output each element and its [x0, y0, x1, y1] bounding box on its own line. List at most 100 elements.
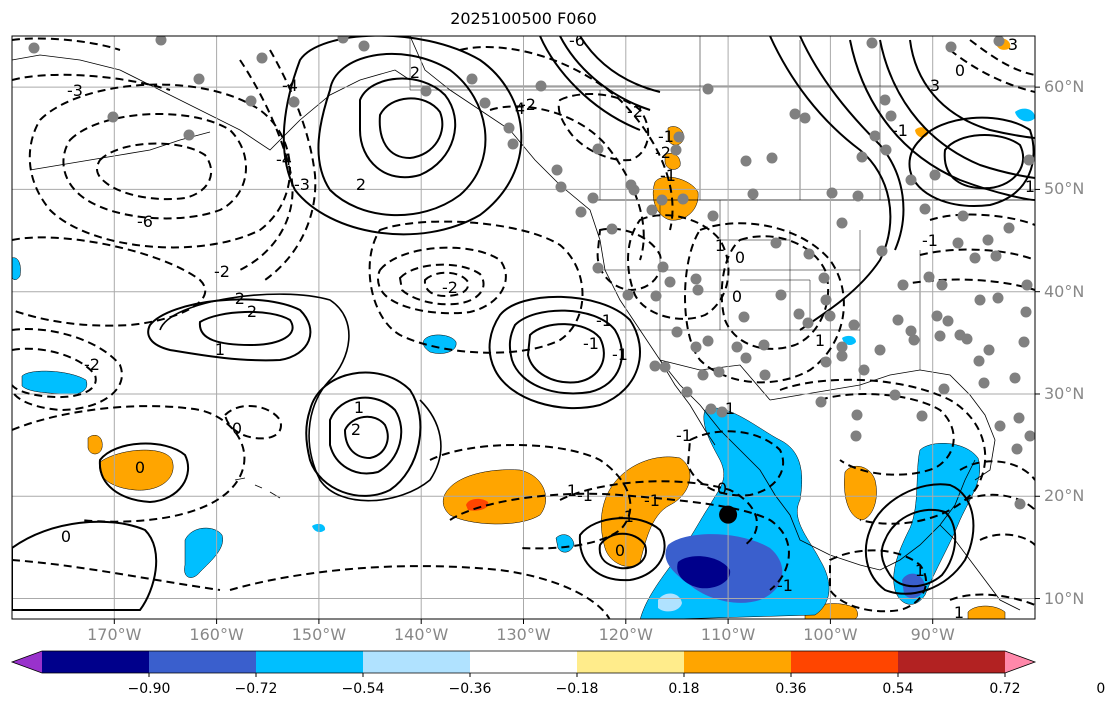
shade-light-blue-area: [658, 593, 682, 612]
station-dot: [592, 143, 604, 155]
contour-label: -2: [520, 95, 536, 114]
contour-label: -1: [922, 231, 938, 250]
shade-orange-area: [87, 435, 103, 455]
contour-label: -1: [658, 127, 674, 146]
negative-contour: [559, 480, 758, 546]
contour-label: 3: [1008, 35, 1018, 54]
negative-contour: [819, 393, 955, 476]
shade-blue-area: [1015, 108, 1035, 122]
contour-label: 2: [351, 420, 361, 439]
positive-contour: [12, 520, 158, 611]
negative-contour: [429, 444, 632, 550]
station-dot: [836, 217, 848, 229]
station-dot: [713, 366, 725, 378]
positive-contour: [508, 309, 623, 395]
station-dot: [702, 335, 714, 347]
station-dot: [1009, 372, 1021, 384]
colorbar-segment: [684, 651, 792, 673]
hawaii-islands: [234, 477, 281, 499]
zero-contour: [159, 293, 442, 502]
negative-contour: [423, 271, 470, 298]
station-dot: [983, 344, 995, 356]
station-dot: [820, 356, 832, 368]
negative-contour: [829, 549, 927, 613]
positive-contour: [578, 517, 666, 582]
shade-orange-area: [967, 605, 1006, 619]
contour-label: -6: [569, 31, 585, 50]
station-dot: [929, 169, 941, 181]
station-dots: [28, 36, 1035, 510]
colorbar: [10, 650, 1037, 677]
lat-tick-label: 60°N: [1044, 77, 1085, 97]
negative-contour: [368, 220, 584, 354]
station-dot: [866, 37, 878, 49]
lon-tick-label: 160°W: [189, 625, 244, 644]
station-dot: [747, 188, 759, 200]
positive-contour: [880, 508, 957, 588]
positive-contour: [943, 134, 1025, 190]
contour-label: 0: [615, 541, 625, 560]
station-dot: [836, 341, 848, 353]
negative-contour: [596, 227, 662, 292]
contour-label: 1: [1025, 177, 1035, 196]
station-dot: [908, 334, 920, 346]
central-america: [939, 524, 1021, 611]
station-dot: [758, 339, 770, 351]
positive-contour: [864, 483, 975, 595]
colorbar-segment: [256, 651, 364, 673]
contour-label: 0: [955, 61, 965, 80]
positive-contour: [598, 532, 647, 570]
station-dot: [646, 204, 658, 216]
station-dot: [858, 364, 870, 376]
negative-contour: [12, 37, 171, 91]
colorbar-segment: [577, 651, 685, 673]
negative-contour: [96, 142, 213, 201]
negative-contour: [28, 83, 291, 249]
lat-tick-label: 20°N: [1044, 486, 1085, 506]
alaska-coast: [12, 54, 411, 151]
contour-label: 1: [715, 236, 725, 255]
colorbar-segment: [42, 651, 150, 673]
station-dot: [934, 330, 946, 342]
contour-label: 3: [930, 76, 940, 95]
station-dot: [628, 184, 640, 196]
contour-label: 4: [515, 99, 525, 118]
station-dot: [671, 326, 683, 338]
station-dot: [592, 262, 604, 274]
station-dot: [759, 369, 771, 381]
colorbar-tick-label: −0.36: [448, 681, 492, 697]
station-dot: [1003, 222, 1015, 234]
positive-contour: [147, 298, 312, 362]
station-dot: [978, 377, 990, 389]
colorbar-outline: [10, 650, 1037, 674]
lon-tick-label: 170°W: [87, 625, 142, 644]
station-dot: [848, 319, 860, 331]
station-dot: [664, 276, 676, 288]
positive-contour: [378, 97, 444, 160]
station-dot: [1011, 443, 1023, 455]
shade-orange-area: [652, 176, 699, 221]
station-dot: [183, 129, 195, 141]
contour-label: -3: [67, 81, 83, 100]
lon-tick-label: 150°W: [291, 625, 347, 644]
station-dot: [697, 369, 709, 381]
station-dot: [969, 252, 981, 264]
station-dot: [990, 250, 1002, 262]
contour-label: 0: [61, 527, 71, 546]
station-dot: [256, 52, 268, 64]
station-dot: [982, 234, 994, 246]
station-dot: [869, 130, 881, 142]
station-dot: [681, 386, 693, 398]
positive-contour: [305, 371, 422, 497]
negative-contour: [223, 404, 282, 440]
contour-label: -2: [627, 102, 643, 121]
station-dot: [824, 310, 836, 322]
contour-label: 1: [215, 340, 225, 359]
positive-contour: [769, 36, 905, 331]
lat-tick-label: 10°N: [1044, 588, 1085, 608]
colorbar-segment: [149, 651, 257, 673]
colorbar-tick-label: 0.72: [989, 681, 1021, 697]
north-america-west-coast: [409, 36, 976, 571]
station-dot: [818, 272, 830, 284]
colorbar-tick-label: 0.54: [882, 681, 914, 697]
